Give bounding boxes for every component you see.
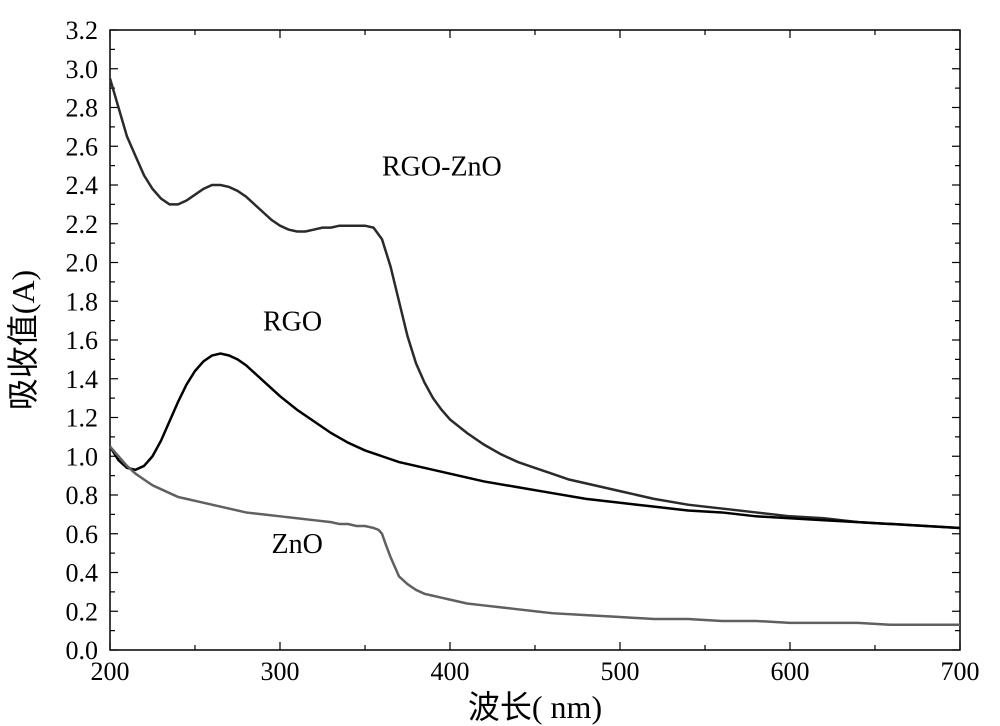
y-tick-label: 0.4 [66, 559, 99, 588]
y-tick-label: 3.0 [66, 55, 99, 84]
series-label-rgo: RGO [263, 306, 322, 337]
y-tick-label: 2.8 [66, 94, 99, 123]
y-axis-title: 吸收值(A) [5, 270, 41, 410]
series-zno [110, 447, 960, 625]
series-label-rgo-zno: RGO-ZnO [382, 151, 502, 182]
y-tick-label: 2.0 [66, 249, 99, 278]
y-tick-label: 2.2 [66, 210, 99, 239]
y-tick-label: 1.6 [66, 326, 99, 355]
x-tick-label: 600 [771, 657, 810, 686]
x-axis-title: 波长( nm) [468, 689, 602, 725]
x-tick-label: 300 [261, 657, 300, 686]
y-tick-label: 3.2 [66, 16, 99, 45]
y-tick-label: 0.0 [66, 636, 99, 665]
series-label-zno: ZnO [272, 529, 323, 560]
y-tick-label: 1.4 [66, 365, 99, 394]
x-tick-label: 400 [431, 657, 470, 686]
y-tick-label: 0.2 [66, 597, 99, 626]
y-tick-label: 1.0 [66, 442, 99, 471]
chart-svg: 2003004005006007000.00.20.40.60.81.01.21… [0, 0, 1000, 726]
y-tick-label: 1.2 [66, 404, 99, 433]
y-tick-label: 0.6 [66, 520, 99, 549]
series-rgo [110, 354, 960, 528]
y-tick-label: 2.6 [66, 132, 99, 161]
series-rgo-zno [110, 78, 960, 528]
x-tick-label: 500 [601, 657, 640, 686]
uv-vis-absorption-chart: 2003004005006007000.00.20.40.60.81.01.21… [0, 0, 1000, 726]
y-tick-label: 1.8 [66, 287, 99, 316]
x-tick-label: 700 [941, 657, 980, 686]
y-tick-label: 2.4 [66, 171, 99, 200]
y-tick-label: 0.8 [66, 481, 99, 510]
